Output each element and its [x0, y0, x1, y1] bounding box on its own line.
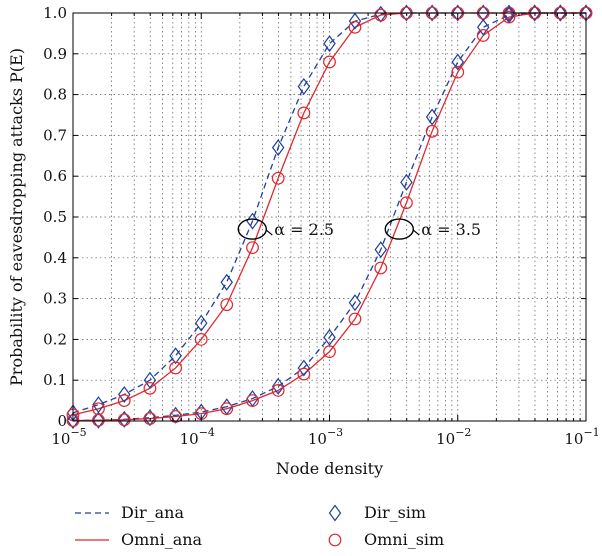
- marker-circle: [117, 394, 131, 408]
- marker-diamond: [328, 504, 342, 522]
- marker-diamond: [118, 385, 131, 403]
- annotation-label: α = 3.5: [421, 220, 481, 239]
- marker-diamond: [425, 4, 439, 22]
- y-tick-label: 0.8: [43, 86, 67, 104]
- marker-diamond: [400, 4, 413, 22]
- y-tick-label: 0.9: [43, 45, 67, 63]
- marker-diamond: [66, 412, 80, 430]
- marker-diamond: [374, 5, 388, 23]
- marker-diamond: [297, 77, 311, 95]
- marker-diamond: [348, 294, 362, 312]
- marker-diamond: [323, 35, 336, 53]
- marker-diamond: [502, 4, 516, 22]
- marker-circle: [374, 8, 388, 22]
- legend-label: Omni_sim: [364, 530, 444, 549]
- marker-circle: [348, 20, 362, 34]
- x-tick-label: 10−5: [51, 426, 86, 448]
- marker-diamond: [425, 108, 439, 126]
- marker-diamond: [476, 18, 490, 36]
- y-tick-label: 0.3: [43, 290, 67, 308]
- y-tick-label: 0.6: [43, 167, 67, 185]
- marker-diamond: [528, 4, 541, 22]
- y-axis-label: Probability of eavesdropping attacks P(E…: [7, 48, 26, 386]
- marker-diamond: [246, 212, 259, 230]
- marker-circle: [425, 124, 439, 138]
- marker-diamond: [92, 411, 105, 429]
- marker-circle: [502, 10, 516, 24]
- series-markers: [66, 4, 593, 430]
- marker-circle: [194, 333, 208, 346]
- marker-diamond: [348, 12, 362, 30]
- marker-diamond: [297, 359, 311, 377]
- marker-diamond: [400, 173, 413, 191]
- x-axis-label: Node density: [276, 459, 383, 478]
- annotation-label: α = 2.5: [274, 220, 334, 239]
- y-tick-label: 0.2: [43, 330, 67, 348]
- y-tick-label: 1.0: [43, 4, 67, 22]
- marker-diamond: [451, 53, 464, 71]
- series-line-omni-ana: [72, 12, 586, 422]
- marker-circle: [246, 241, 259, 255]
- marker-diamond: [118, 410, 131, 428]
- marker-circle: [169, 361, 183, 375]
- annotation-pointer: [265, 229, 273, 236]
- marker-diamond: [169, 347, 182, 365]
- series-line-dir-ana: [72, 12, 586, 414]
- legend-label: Dir_ana: [121, 503, 184, 522]
- marker-circle: [348, 312, 362, 326]
- marker-diamond: [220, 273, 233, 291]
- y-tick-label: 0.7: [43, 126, 67, 144]
- marker-circle: [374, 261, 388, 275]
- legend-label: Omni_ana: [121, 530, 203, 549]
- marker-diamond: [143, 409, 157, 427]
- y-tick-label: 0.1: [43, 371, 67, 389]
- marker-circle: [92, 413, 105, 427]
- marker-circle: [271, 384, 285, 397]
- marker-circle: [246, 394, 259, 408]
- marker-diamond: [451, 4, 464, 22]
- legend-label: Dir_sim: [364, 503, 426, 522]
- marker-circle: [400, 196, 413, 210]
- marker-diamond: [143, 371, 157, 389]
- marker-circle: [323, 345, 336, 359]
- marker-diamond: [323, 328, 336, 346]
- x-tick-label: 10−1: [564, 426, 599, 448]
- y-tick-label: 0: [57, 412, 67, 430]
- marker-diamond: [271, 139, 285, 157]
- marker-circle: [323, 55, 336, 69]
- marker-circle: [297, 367, 311, 381]
- annotation-ellipse: [384, 218, 414, 240]
- annotation-ellipse: [237, 218, 267, 240]
- marker-diamond: [195, 314, 208, 332]
- x-tick-label: 10−3: [308, 426, 343, 448]
- series-line-dir-ana: [72, 12, 586, 422]
- y-tick-label: 0.4: [43, 249, 67, 267]
- marker-circle: [451, 65, 465, 79]
- ticks: 0 0.1 0.2 0.3 0.4 0.5 0.6 0.7 0.8 0.9 1.0 10−5 10−4 1…: [43, 4, 600, 448]
- marker-circle: [143, 412, 157, 425]
- marker-diamond: [554, 4, 567, 22]
- marker-circle: [169, 410, 183, 423]
- marker-circle: [143, 381, 157, 395]
- legend: Dir_ana Dir_sim Omni_ana Omni_sim: [75, 503, 444, 549]
- annotations: α = 2.5 α = 3.5: [237, 218, 481, 240]
- marker-circle: [297, 106, 311, 120]
- grid: [73, 13, 586, 421]
- marker-circle: [271, 171, 285, 185]
- marker-circle: [220, 298, 234, 312]
- marker-diamond: [271, 377, 285, 395]
- annotation-pointer: [412, 229, 420, 236]
- x-tick-label: 10−2: [436, 426, 471, 448]
- marker-circle: [117, 413, 131, 427]
- y-tick-label: 0.5: [43, 208, 67, 226]
- series-line-omni-ana: [72, 12, 586, 416]
- x-tick-label: 10−4: [180, 426, 215, 448]
- marker-diamond: [374, 241, 388, 259]
- marker-circle: [328, 533, 342, 547]
- marker-circle: [476, 29, 490, 42]
- marker-circle: [220, 402, 234, 416]
